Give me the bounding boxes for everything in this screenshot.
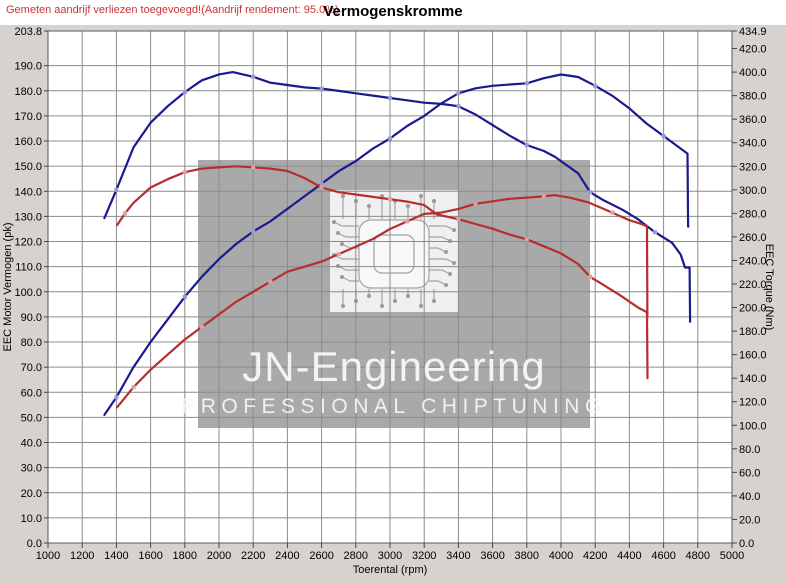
svg-text:200.0: 200.0 <box>739 303 767 315</box>
svg-text:260.0: 260.0 <box>739 232 767 244</box>
svg-text:190.0: 190.0 <box>14 61 42 73</box>
svg-text:2000: 2000 <box>207 550 231 562</box>
svg-text:1600: 1600 <box>138 550 162 562</box>
svg-text:0.0: 0.0 <box>27 538 42 550</box>
svg-text:60.0: 60.0 <box>21 387 42 399</box>
svg-text:2800: 2800 <box>344 550 368 562</box>
watermark-text: JN-Engineering PROFESSIONAL CHIPTUNING <box>181 343 607 418</box>
x-axis-title: Toerental (rpm) <box>353 564 428 576</box>
svg-text:3600: 3600 <box>480 550 504 562</box>
svg-text:5000: 5000 <box>720 550 744 562</box>
svg-text:70.0: 70.0 <box>21 362 42 374</box>
svg-text:280.0: 280.0 <box>739 208 767 220</box>
svg-text:4000: 4000 <box>549 550 573 562</box>
svg-text:380.0: 380.0 <box>739 91 767 103</box>
svg-text:170.0: 170.0 <box>14 111 42 123</box>
svg-text:434.9: 434.9 <box>739 26 767 38</box>
svg-text:80.0: 80.0 <box>21 337 42 349</box>
series-koppel-getuned <box>103 70 692 323</box>
svg-text:220.0: 220.0 <box>739 279 767 291</box>
svg-text:420.0: 420.0 <box>739 44 767 56</box>
svg-text:160.0: 160.0 <box>739 350 767 362</box>
svg-text:4600: 4600 <box>651 550 675 562</box>
svg-text:140.0: 140.0 <box>739 373 767 385</box>
series-vermogen-origineel <box>115 194 649 409</box>
svg-text:1400: 1400 <box>104 550 128 562</box>
svg-text:20.0: 20.0 <box>21 488 42 500</box>
svg-text:180.0: 180.0 <box>739 326 767 338</box>
svg-text:120.0: 120.0 <box>14 237 42 249</box>
series-vermogen-getuned <box>103 73 690 416</box>
tick-marks <box>44 30 737 548</box>
chip-logo <box>330 190 458 312</box>
svg-text:3200: 3200 <box>412 550 436 562</box>
svg-text:180.0: 180.0 <box>14 86 42 98</box>
svg-text:150.0: 150.0 <box>14 161 42 173</box>
svg-text:2400: 2400 <box>275 550 299 562</box>
svg-text:130.0: 130.0 <box>14 211 42 223</box>
watermark-line2: PROFESSIONAL CHIPTUNING <box>181 395 607 418</box>
chart-title: Vermogenskromme <box>323 3 463 20</box>
svg-text:40.0: 40.0 <box>21 438 42 450</box>
gridlines <box>48 31 732 543</box>
svg-text:1000: 1000 <box>36 550 60 562</box>
svg-text:120.0: 120.0 <box>739 397 767 409</box>
svg-text:3800: 3800 <box>515 550 539 562</box>
drivetrain-loss-note: Gemeten aandrijf verliezen toegevoegd!(A… <box>6 4 339 16</box>
svg-text:4800: 4800 <box>686 550 710 562</box>
y-right-axis-title: EEC Torque (Nm) <box>763 244 775 331</box>
svg-text:4200: 4200 <box>583 550 607 562</box>
svg-text:2600: 2600 <box>309 550 333 562</box>
svg-text:300.0: 300.0 <box>739 185 767 197</box>
svg-text:400.0: 400.0 <box>739 67 767 79</box>
svg-text:10.0: 10.0 <box>21 513 42 525</box>
svg-text:60.0: 60.0 <box>739 467 760 479</box>
svg-text:340.0: 340.0 <box>739 138 767 150</box>
y-left-axis-title: EEC Motor Vermogen (pk) <box>2 223 14 352</box>
chart-header-band: Gemeten aandrijf verliezen toegevoegd!(A… <box>0 0 786 25</box>
svg-text:320.0: 320.0 <box>739 161 767 173</box>
svg-text:50.0: 50.0 <box>21 412 42 424</box>
watermark-line1: JN-Engineering <box>242 343 546 390</box>
svg-text:1200: 1200 <box>70 550 94 562</box>
svg-text:140.0: 140.0 <box>14 186 42 198</box>
svg-text:80.0: 80.0 <box>739 444 760 456</box>
series-koppel-origineel <box>115 165 649 380</box>
svg-text:110.0: 110.0 <box>15 262 42 274</box>
svg-text:240.0: 240.0 <box>739 255 767 267</box>
svg-text:1800: 1800 <box>173 550 197 562</box>
svg-text:20.0: 20.0 <box>739 514 760 526</box>
svg-text:4400: 4400 <box>617 550 641 562</box>
svg-text:30.0: 30.0 <box>21 463 42 475</box>
svg-text:3400: 3400 <box>446 550 470 562</box>
svg-text:40.0: 40.0 <box>739 491 760 503</box>
svg-text:100.0: 100.0 <box>739 420 767 432</box>
svg-text:100.0: 100.0 <box>14 287 42 299</box>
svg-text:2200: 2200 <box>241 550 265 562</box>
svg-text:3000: 3000 <box>378 550 402 562</box>
svg-text:90.0: 90.0 <box>21 312 42 324</box>
axes-labels: 0.0 10.0 20.0 30.0 40.0 50.0 60.0 70.0 80.0 90.0 1… <box>14 26 766 562</box>
svg-text:360.0: 360.0 <box>739 114 767 126</box>
svg-text:0.0: 0.0 <box>739 538 754 550</box>
svg-text:160.0: 160.0 <box>14 136 42 148</box>
svg-text:203.8: 203.8 <box>14 26 42 38</box>
